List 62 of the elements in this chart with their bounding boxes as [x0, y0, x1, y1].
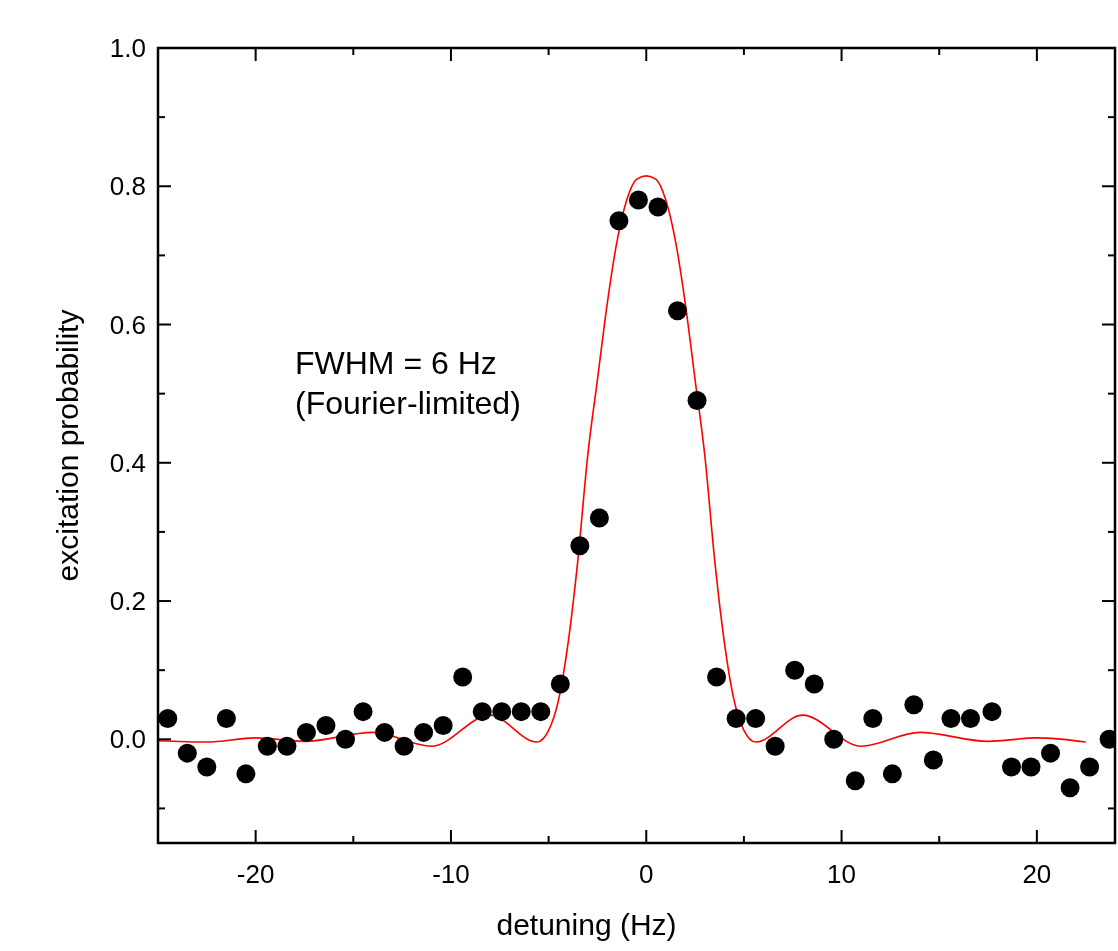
point	[353, 702, 373, 722]
point	[375, 722, 395, 742]
point	[628, 190, 648, 210]
point	[177, 743, 197, 763]
point	[687, 391, 707, 411]
point	[492, 702, 512, 722]
point	[197, 757, 217, 777]
point	[1001, 757, 1021, 777]
point	[550, 674, 570, 694]
y-axis-title: excitation probability	[51, 309, 84, 582]
point	[257, 736, 277, 756]
point	[472, 702, 492, 722]
point	[648, 197, 668, 217]
point	[433, 715, 453, 735]
y-tick-label: 1.0	[109, 33, 146, 63]
point	[1041, 743, 1061, 763]
point	[609, 211, 629, 231]
x-tick-label: 0	[639, 859, 654, 889]
point	[158, 709, 178, 729]
point	[453, 667, 473, 687]
point	[394, 736, 414, 756]
y-tick-label: 0.0	[109, 724, 146, 755]
annotation: FWHM = 6 Hz (Fourier-limited)	[295, 345, 521, 421]
point	[335, 729, 355, 749]
point	[882, 764, 902, 784]
point	[960, 709, 980, 729]
point	[277, 736, 297, 756]
point	[746, 709, 766, 729]
point	[216, 709, 236, 729]
point	[1060, 778, 1080, 798]
y-tick-label: 0.4	[109, 447, 146, 478]
point	[511, 702, 531, 722]
point	[824, 729, 844, 749]
point	[668, 301, 688, 321]
point	[531, 702, 551, 722]
point	[1021, 757, 1041, 777]
point	[804, 674, 824, 694]
point	[1080, 757, 1100, 777]
point	[982, 702, 1002, 722]
point	[923, 750, 943, 770]
point	[941, 709, 961, 729]
point	[236, 764, 256, 784]
point	[863, 709, 883, 729]
point	[785, 660, 805, 680]
y-tick-label: 0.6	[109, 309, 146, 340]
point	[845, 771, 865, 791]
point	[589, 508, 609, 528]
x-axis-title: detuning (Hz)	[496, 908, 677, 941]
point	[296, 722, 316, 742]
point	[707, 667, 727, 687]
y-tick-label: 0.8	[109, 171, 146, 202]
point	[726, 709, 746, 729]
point	[316, 715, 336, 735]
point	[414, 722, 434, 742]
point	[765, 736, 785, 756]
point	[570, 536, 590, 556]
x-tick-label: 20	[1022, 859, 1052, 889]
x-tick-label: -20	[236, 859, 275, 889]
x-tick-label: 10	[827, 859, 857, 889]
x-tick-label: -10	[432, 859, 470, 889]
y-tick-label: 0.2	[109, 586, 146, 617]
point	[904, 695, 924, 715]
